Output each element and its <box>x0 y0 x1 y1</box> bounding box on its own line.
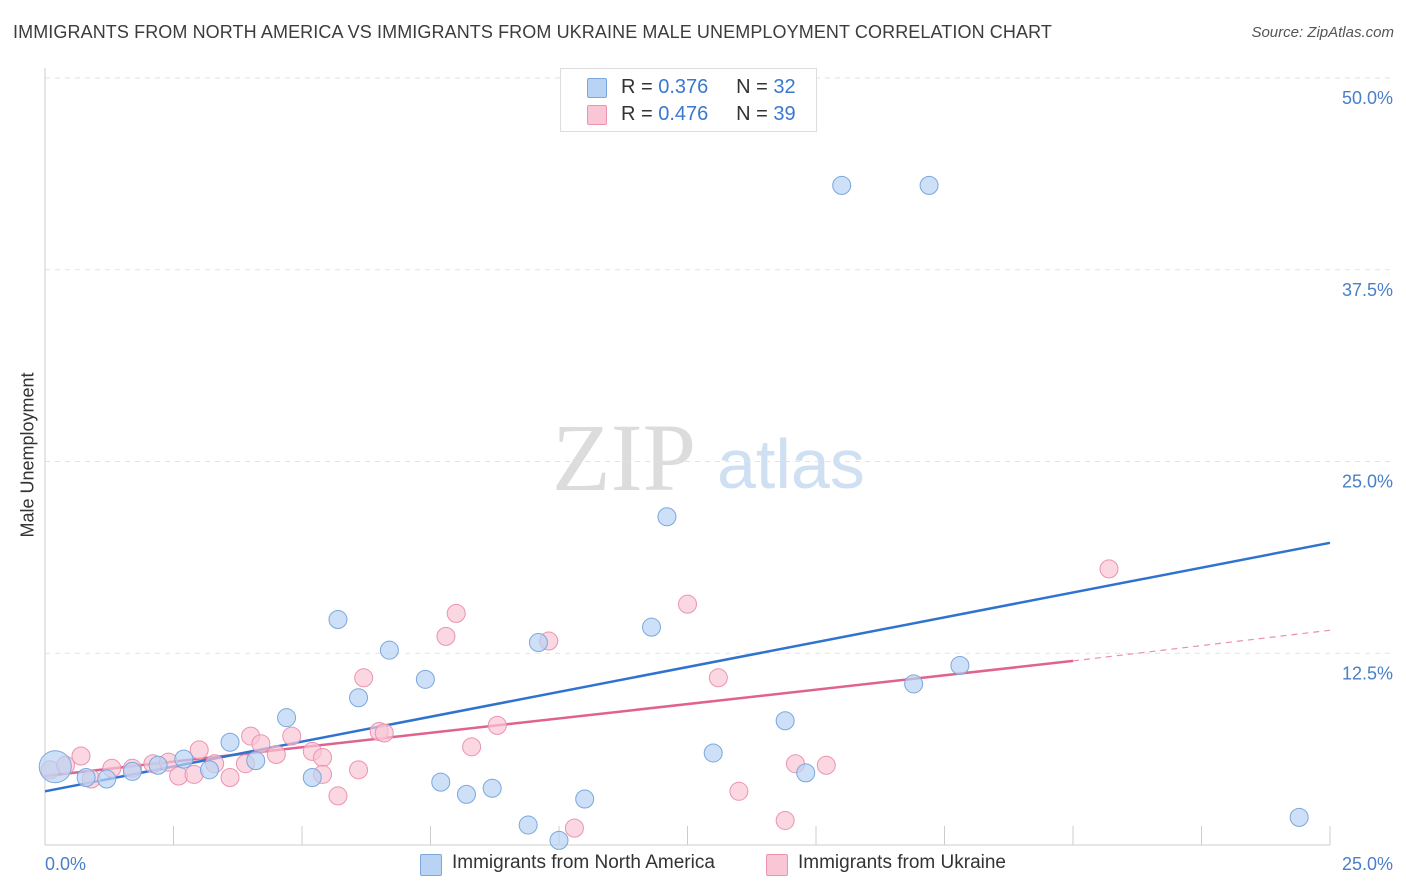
ukraine-point <box>251 734 271 754</box>
north-america-point <box>950 656 970 676</box>
y-tick-label: 12.5% <box>1342 663 1393 683</box>
north-america-point <box>1289 807 1309 827</box>
grid-lines <box>45 77 1395 654</box>
north-america-point <box>379 640 399 660</box>
north-america-point <box>703 743 723 763</box>
ukraine-point <box>678 594 697 614</box>
ukraine-point <box>220 768 240 788</box>
bottom-legend-label: Immigrants from Ukraine <box>798 852 1006 873</box>
ukraine-point <box>328 786 348 806</box>
legend-n-label: N = <box>736 76 774 98</box>
north-america-point <box>97 769 117 789</box>
north-america-trend-line <box>44 541 1331 793</box>
watermark: ZIP atlas <box>552 404 865 511</box>
legend-n-value: 32 <box>773 76 796 98</box>
watermark-atlas: atlas <box>717 425 865 503</box>
north-america-point <box>518 815 538 835</box>
bottom-legend-swatch-ukraine <box>766 854 788 876</box>
ukraine-point <box>708 668 728 688</box>
north-america-point <box>277 708 297 728</box>
legend-r-value: 0.376 <box>658 76 709 98</box>
north-america-point <box>796 763 816 783</box>
source-label: Source: ZipAtlas.com <box>1251 24 1394 41</box>
ukraine-point <box>462 737 482 757</box>
north-america-point <box>349 688 369 708</box>
north-america-point <box>415 669 435 689</box>
legend-n-label: N = <box>736 103 774 125</box>
ukraine-point <box>71 746 91 766</box>
legend-r-label: R = <box>621 103 659 125</box>
ukraine-point <box>266 744 286 764</box>
ukraine-point <box>775 810 795 830</box>
ukraine-point <box>1099 559 1119 579</box>
north-america-point <box>38 750 72 784</box>
y-tick-label: 25.0% <box>1342 472 1393 492</box>
north-america-point <box>832 175 852 195</box>
x-tick-label: 25.0% <box>1342 854 1393 874</box>
ukraine-point <box>487 715 507 735</box>
north-america-point <box>76 768 96 788</box>
north-america-point <box>148 755 168 775</box>
ukraine-point <box>816 755 836 775</box>
x-tick-label: 0.0% <box>45 854 86 874</box>
north-america-point <box>431 772 451 792</box>
north-america-point <box>904 674 924 694</box>
y-tick-label: 37.5% <box>1342 280 1393 300</box>
ukraine-point <box>189 740 209 760</box>
legend-swatch-ukraine <box>587 105 607 125</box>
ukraine-point <box>729 781 749 801</box>
ukraine-point <box>349 760 369 780</box>
north-america-point <box>657 507 677 527</box>
x-tick-labels: 0.0% 25.0% <box>45 854 1393 874</box>
north-america-point <box>919 175 939 195</box>
north-america-point <box>199 760 219 780</box>
legend-swatch-north-america <box>587 78 607 98</box>
north-america-point <box>456 784 476 804</box>
chart-title: IMMIGRANTS FROM NORTH AMERICA VS IMMIGRA… <box>13 22 1052 42</box>
north-america-point <box>528 633 548 653</box>
legend-r-value: 0.476 <box>658 103 709 125</box>
y-tick-labels: 12.5% 25.0% 37.5% 50.0% <box>1342 88 1393 683</box>
legend-r-label: R = <box>621 76 659 98</box>
north-america-point <box>642 617 662 637</box>
y-tick-label: 50.0% <box>1342 88 1393 108</box>
bottom-legend-swatch-north-america <box>420 854 442 876</box>
north-america-point <box>482 778 502 798</box>
trend-lines <box>44 541 1331 793</box>
north-america-point <box>775 711 795 731</box>
watermark-zip: ZIP <box>552 404 696 511</box>
ukraine-point <box>564 818 584 838</box>
north-america-points <box>38 175 1309 850</box>
ukraine-point <box>436 626 456 646</box>
ukraine-point <box>374 723 394 743</box>
ukraine-point <box>354 668 374 688</box>
stats-legend: R = 0.376 N = 32 R = 0.476 N = 39 <box>560 68 817 132</box>
ukraine-point <box>282 726 302 746</box>
north-america-point <box>575 789 595 809</box>
north-america-point <box>246 751 266 771</box>
north-america-point <box>174 749 194 769</box>
ukraine-trend-extension <box>1072 629 1331 662</box>
north-america-point <box>122 761 142 781</box>
ukraine-point <box>446 603 466 623</box>
north-america-point <box>549 830 569 850</box>
north-america-point <box>220 732 240 752</box>
axes <box>44 68 1331 846</box>
bottom-legend-label: Immigrants from North America <box>452 852 715 873</box>
ukraine-point <box>313 748 333 768</box>
north-america-point <box>328 610 348 630</box>
legend-n-value: 39 <box>773 103 796 125</box>
north-america-point <box>302 768 322 788</box>
